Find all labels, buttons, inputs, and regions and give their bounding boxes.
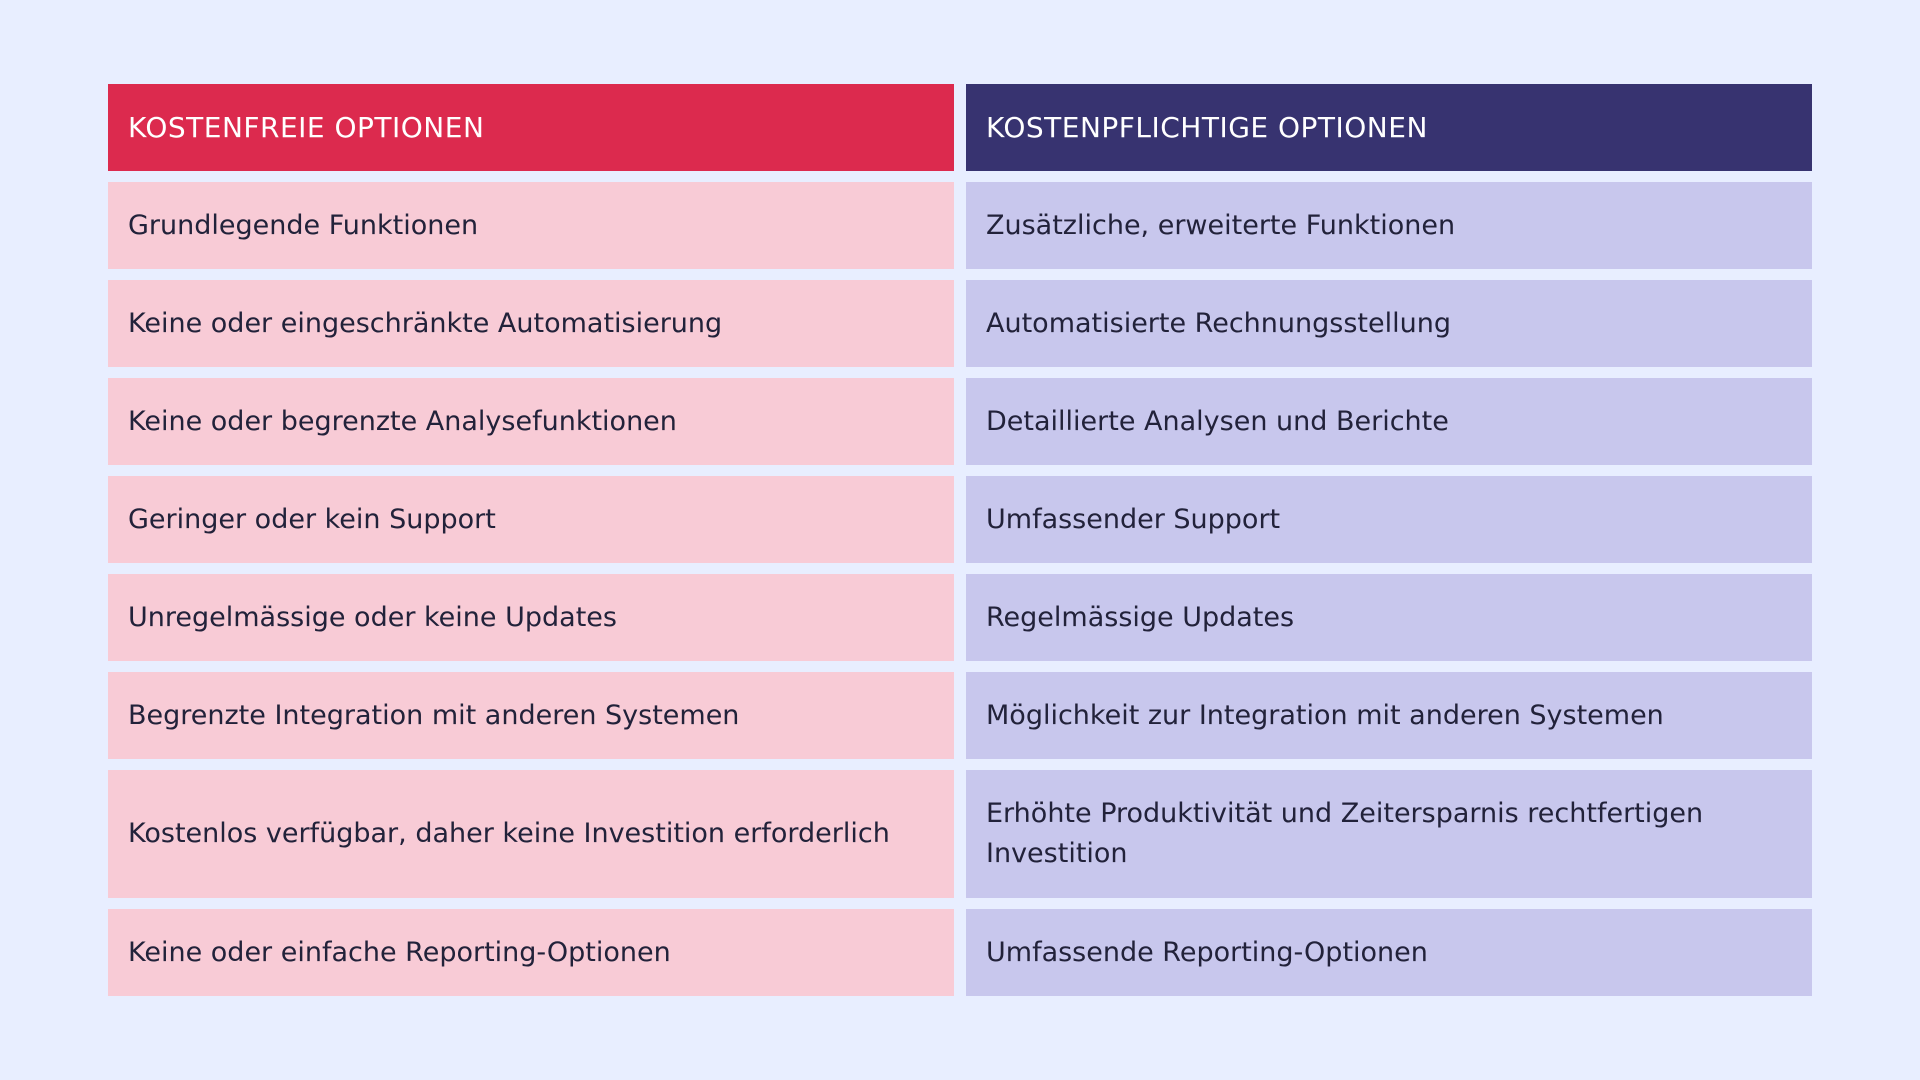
free-cell-row-7: Kostenlos verfügbar, daher keine Investi… <box>108 770 954 898</box>
paid-cell-row-4: Umfassender Support <box>966 476 1812 563</box>
paid-cell-row-8: Umfassende Reporting-Optionen <box>966 909 1812 996</box>
free-cell-row-2: Keine oder eingeschränkte Automatisierun… <box>108 280 954 367</box>
paid-cell-row-7: Erhöhte Produktivität und Zeitersparnis … <box>966 770 1812 898</box>
paid-cell-row-2: Automatisierte Rechnungsstellung <box>966 280 1812 367</box>
paid-cell-row-5: Regelmässige Updates <box>966 574 1812 661</box>
comparison-table: KOSTENFREIE OPTIONEN KOSTENPFLICHTIGE OP… <box>108 84 1812 996</box>
paid-cell-row-3: Detaillierte Analysen und Berichte <box>966 378 1812 465</box>
free-cell-row-4: Geringer oder kein Support <box>108 476 954 563</box>
free-cell-row-5: Unregelmässige oder keine Updates <box>108 574 954 661</box>
free-cell-row-8: Keine oder einfache Reporting-Optionen <box>108 909 954 996</box>
header-paid-options: KOSTENPFLICHTIGE OPTIONEN <box>966 84 1812 171</box>
paid-cell-row-1: Zusätzliche, erweiterte Funktionen <box>966 182 1812 269</box>
free-cell-row-3: Keine oder begrenzte Analysefunktionen <box>108 378 954 465</box>
paid-cell-row-6: Möglichkeit zur Integration mit anderen … <box>966 672 1812 759</box>
free-cell-row-6: Begrenzte Integration mit anderen System… <box>108 672 954 759</box>
header-free-options: KOSTENFREIE OPTIONEN <box>108 84 954 171</box>
free-cell-row-1: Grundlegende Funktionen <box>108 182 954 269</box>
